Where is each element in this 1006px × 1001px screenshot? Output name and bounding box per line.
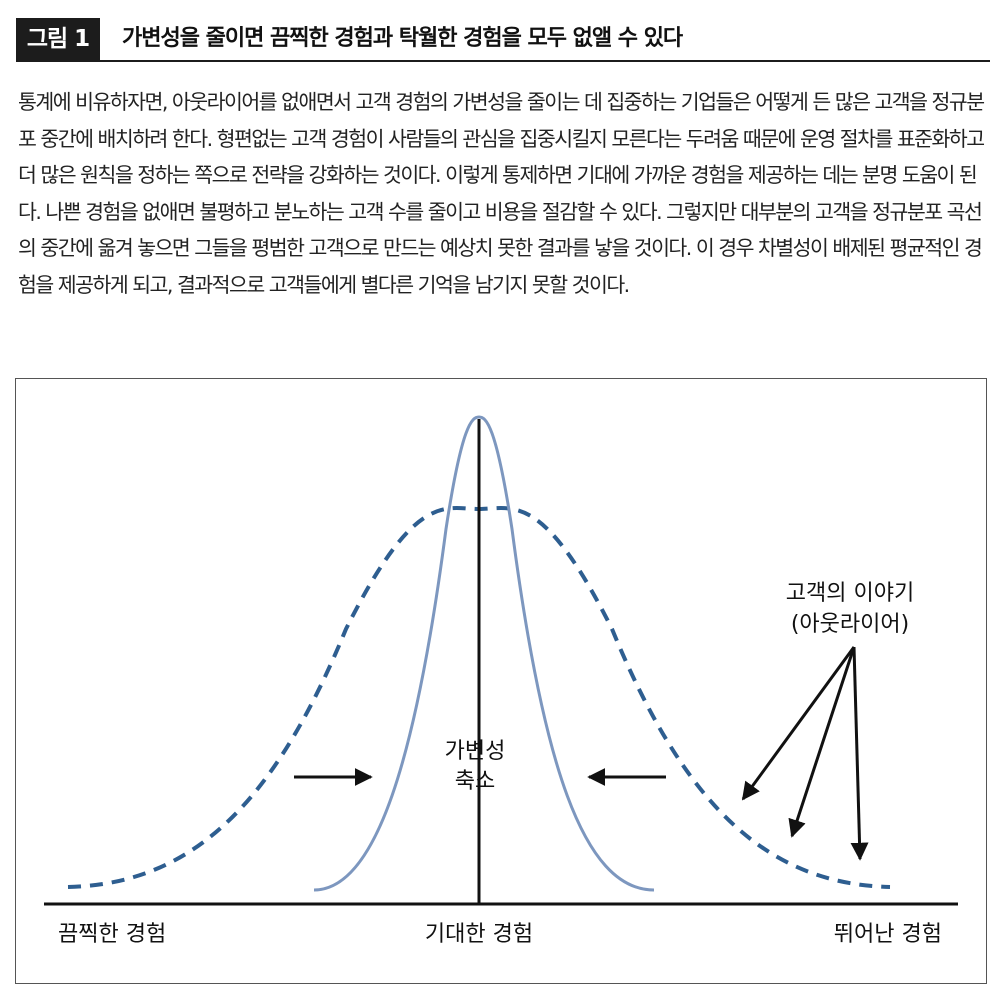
diagram-frame: 가변성 축소 고객의 이야기 (아웃라이어) 끔찍한 경험 기대한 경험 뛰어난… xyxy=(15,378,987,984)
outlier-pointer-arrow-2 xyxy=(788,646,856,838)
outlier-pointer-arrow-3 xyxy=(850,646,869,861)
body-paragraph: 통계에 비유하자면, 아웃라이어를 없애면서 고객 경험의 가변성을 줄이는 데… xyxy=(18,90,985,297)
variability-diagram: 가변성 축소 고객의 이야기 (아웃라이어) 끔찍한 경험 기대한 경험 뛰어난… xyxy=(44,415,958,947)
narrow-distribution-curve xyxy=(313,415,655,892)
axis-right-label: 뛰어난 경험 xyxy=(834,922,942,947)
center-label-line2: 축소 xyxy=(455,769,495,794)
center-label-line1: 가변성 xyxy=(445,739,506,764)
outlier-label-line1: 고객의 이야기 xyxy=(786,581,914,606)
axis-left-label: 끔찍한 경험 xyxy=(58,922,166,947)
figure-number-badge: 그림 1 xyxy=(16,18,100,60)
header-divider xyxy=(16,60,990,62)
outlier-pointer-arrow-1 xyxy=(741,646,856,801)
figure-header: 그림 1 가변성을 줄이면 끔찍한 경험과 탁월한 경험을 모두 없앨 수 있다 xyxy=(16,18,990,62)
outlier-label-line2: (아웃라이어) xyxy=(791,612,909,637)
axis-center-label: 기대한 경험 xyxy=(425,922,533,947)
figure-title: 가변성을 줄이면 끔찍한 경험과 탁월한 경험을 모두 없앨 수 있다 xyxy=(122,26,683,51)
